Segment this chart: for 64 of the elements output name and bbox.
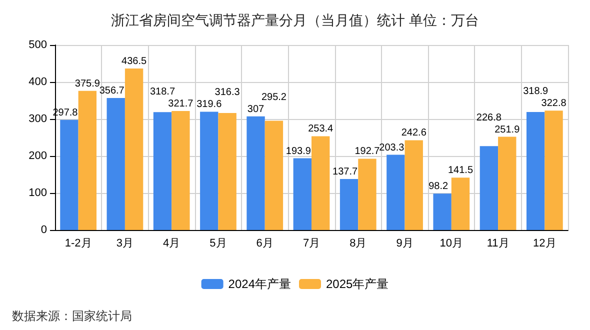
bar — [358, 158, 376, 230]
data-label: 318.9 — [523, 86, 549, 98]
data-label: 318.7 — [150, 86, 176, 98]
data-label: 436.5 — [122, 56, 147, 67]
data-label: 322.8 — [541, 98, 567, 110]
y-tick-label: 0 — [40, 224, 47, 236]
bar — [218, 112, 236, 230]
y-tick-label: 200 — [28, 150, 47, 162]
bar — [124, 68, 144, 230]
y-tick-label: 300 — [28, 113, 47, 125]
data-label: 356.7 — [99, 86, 125, 97]
x-tick-label: 9月 — [396, 238, 414, 250]
bar — [451, 178, 470, 230]
data-label: 319.6 — [196, 99, 222, 110]
data-label: 137.7 — [332, 166, 358, 178]
x-tick-label: 1-2月 — [64, 238, 92, 250]
x-tick-label: 6月 — [256, 238, 274, 250]
legend-label: 2024年产量 — [228, 277, 292, 291]
bar — [404, 140, 423, 230]
bar — [312, 136, 330, 230]
x-tick-label: 8月 — [350, 238, 367, 250]
bar — [246, 116, 265, 230]
bar — [386, 154, 405, 230]
x-tick-label: 11月 — [486, 238, 510, 250]
x-tick-label: 10月 — [440, 238, 464, 250]
data-label: 203.3 — [379, 142, 405, 154]
bar — [264, 120, 284, 230]
chart-title: 浙江省房间空气调节器产量分月（当月值）统计 单位：万台 — [111, 12, 479, 28]
bar — [433, 194, 452, 230]
bar — [293, 158, 312, 230]
bar — [78, 90, 97, 230]
data-label: 295.2 — [261, 92, 287, 103]
x-tick-label: 5月 — [210, 238, 227, 250]
legend-label: 2025年产量 — [326, 277, 389, 291]
bar — [60, 120, 78, 230]
data-label: 226.8 — [476, 112, 502, 124]
data-label: 242.6 — [401, 128, 427, 139]
x-tick-label: 4月 — [163, 238, 180, 250]
bar — [153, 112, 172, 230]
bar — [106, 98, 125, 230]
bar — [172, 110, 190, 230]
x-tick-label: 3月 — [116, 238, 134, 250]
bar — [340, 179, 358, 230]
data-label: 316.3 — [214, 87, 240, 98]
data-label: 251.9 — [494, 124, 520, 136]
bar — [200, 112, 218, 230]
data-label: 193.9 — [286, 146, 312, 157]
x-tick-label: 7月 — [302, 238, 320, 250]
y-tick-label: 100 — [28, 187, 47, 199]
bar — [526, 112, 545, 230]
data-label: 321.7 — [168, 98, 194, 110]
data-label: 307 — [247, 104, 265, 115]
y-tick-label: 500 — [28, 39, 47, 51]
source-note: 数据来源：国家统计局 — [12, 309, 132, 323]
data-label: 192.7 — [354, 146, 380, 158]
x-tick-label: 12月 — [533, 238, 556, 250]
bar — [480, 146, 498, 230]
data-label: 98.2 — [428, 181, 448, 192]
data-label: 253.4 — [308, 124, 334, 135]
data-label: 375.9 — [74, 78, 100, 90]
bar — [544, 110, 563, 230]
y-tick-label: 400 — [28, 76, 47, 88]
bar — [498, 136, 516, 230]
data-label: 141.5 — [448, 165, 474, 176]
